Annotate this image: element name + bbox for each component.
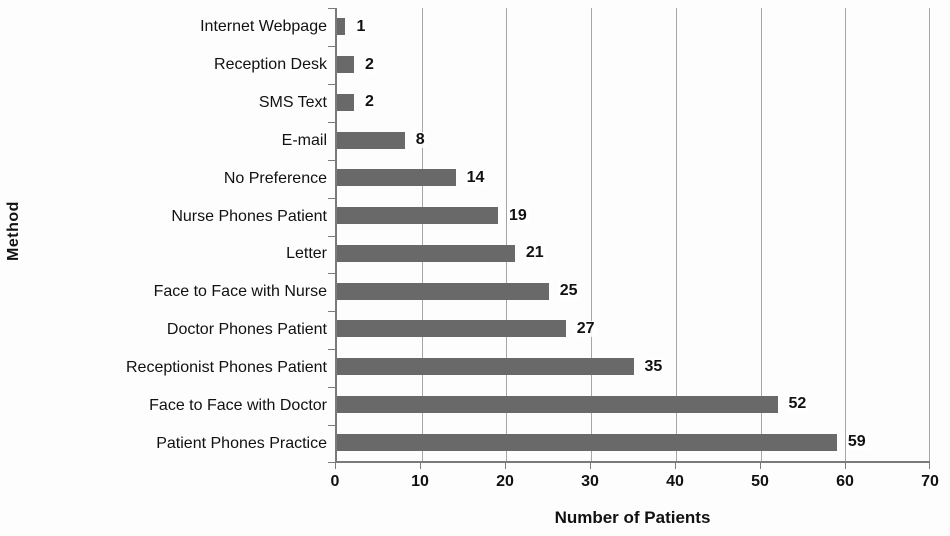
x-axis-tick <box>675 463 676 469</box>
y-axis-tick <box>328 83 335 85</box>
category-label: Reception Desk <box>214 55 327 73</box>
x-axis-tick-label: 50 <box>751 473 769 490</box>
bar <box>337 56 354 74</box>
bar-value-label: 27 <box>574 319 597 337</box>
y-axis-tick <box>328 273 335 275</box>
x-axis-title: Number of Patients <box>554 508 711 527</box>
gridline <box>421 8 423 461</box>
x-axis-tick <box>845 463 846 469</box>
x-axis-tick <box>590 463 591 469</box>
bar-value-label: 14 <box>464 168 487 186</box>
bar-row: 52 <box>337 386 930 424</box>
gridline <box>929 8 930 461</box>
bar-value-label: 59 <box>845 433 868 451</box>
bar <box>337 282 549 300</box>
bar-row: 25 <box>337 272 930 310</box>
bar-value-label: 21 <box>523 244 546 262</box>
y-axis-tick <box>328 311 335 313</box>
bar <box>337 131 405 149</box>
bar-row: 1 <box>337 8 930 46</box>
category-label: Doctor Phones Patient <box>166 321 327 339</box>
bar <box>337 320 566 338</box>
y-axis-title: Method <box>5 201 22 261</box>
x-axis-tick-label: 40 <box>666 473 684 490</box>
plot-area: 1 2 2 8 14 19 21 25 27 35 52 59 <box>335 8 930 463</box>
bar <box>337 395 778 413</box>
category-label: SMS Text <box>258 93 327 111</box>
gridline <box>506 8 508 461</box>
y-axis-tick <box>328 387 335 389</box>
bar <box>337 433 837 451</box>
category-label: Face to Face with Doctor <box>149 397 327 415</box>
x-axis-tick-label: 20 <box>496 473 514 490</box>
bar <box>337 169 456 187</box>
y-axis-tick <box>328 159 335 161</box>
bar-row: 2 <box>337 84 930 122</box>
y-axis-tick <box>328 197 335 199</box>
bar-value-label: 25 <box>557 282 580 300</box>
bar-row: 35 <box>337 348 930 386</box>
x-axis-tick-label: 10 <box>411 473 429 490</box>
y-axis-tick <box>328 8 335 9</box>
category-label: Face to Face with Nurse <box>153 283 327 301</box>
x-axis-tick <box>760 463 761 469</box>
bar <box>337 358 634 376</box>
bar <box>337 18 346 36</box>
bar-row: 27 <box>337 310 930 348</box>
bar-row: 8 <box>337 121 930 159</box>
bar-value-label: 35 <box>642 357 665 375</box>
category-label: E-mail <box>281 131 327 149</box>
category-label: No Preference <box>223 169 327 187</box>
x-axis-tick-label: 0 <box>330 473 340 490</box>
gridline <box>760 8 762 461</box>
category-label: Patient Phones Practice <box>156 435 327 453</box>
y-axis-tick <box>328 349 335 351</box>
y-axis-tick <box>328 235 335 237</box>
bar-rows: 1 2 2 8 14 19 21 25 27 35 52 59 <box>337 8 930 461</box>
category-label: Nurse Phones Patient <box>171 207 327 225</box>
y-axis-tick <box>328 462 335 463</box>
bar-row: 19 <box>337 197 930 235</box>
category-label: Letter <box>286 245 327 263</box>
x-axis-tick-label: 60 <box>836 473 854 490</box>
bar-row: 21 <box>337 235 930 273</box>
gridline <box>845 8 847 461</box>
bar-row: 14 <box>337 159 930 197</box>
x-axis-tick <box>335 463 336 469</box>
bar-value-label: 52 <box>786 395 809 413</box>
y-axis-tick <box>328 425 335 427</box>
x-axis-tick <box>505 463 506 469</box>
bar <box>337 93 354 111</box>
category-label: Receptionist Phones Patient <box>125 359 327 377</box>
gridline <box>675 8 677 461</box>
bar-value-label: 2 <box>362 93 376 111</box>
bar-value-label: 2 <box>362 55 376 73</box>
x-axis-tick <box>929 463 930 469</box>
bar-value-label: 19 <box>506 206 529 224</box>
bar-value-label: 1 <box>354 17 368 35</box>
category-label: Internet Webpage <box>200 17 327 35</box>
y-axis-tick <box>328 121 335 123</box>
bar <box>337 244 515 262</box>
gridline <box>591 8 593 461</box>
x-axis-tick-label: 30 <box>581 473 599 490</box>
bar-row: 59 <box>337 423 930 461</box>
bar-row: 2 <box>337 46 930 84</box>
bar <box>337 207 498 225</box>
x-axis-tick-label: 70 <box>921 473 939 490</box>
y-axis-tick <box>328 45 335 47</box>
y-axis-category-labels: Internet Webpage Reception Desk SMS Text E-… <box>30 8 327 463</box>
bar-value-label: 8 <box>413 131 427 149</box>
x-axis-tick <box>420 463 421 469</box>
